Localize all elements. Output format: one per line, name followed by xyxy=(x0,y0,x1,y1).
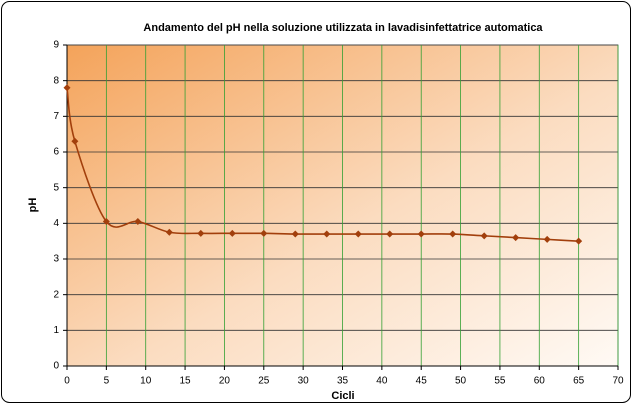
x-tick-label: 40 xyxy=(376,376,388,387)
data-point xyxy=(134,218,142,226)
data-point xyxy=(71,137,79,145)
data-point xyxy=(512,234,520,242)
data-point xyxy=(575,237,583,245)
y-tick-label: 9 xyxy=(53,40,59,51)
x-tick-label: 60 xyxy=(534,376,546,387)
y-tick-label: 0 xyxy=(53,361,59,372)
data-point xyxy=(228,229,236,237)
y-tick-label: 1 xyxy=(53,325,59,336)
data-point xyxy=(165,228,173,236)
data-point xyxy=(480,232,488,240)
x-tick-label: 20 xyxy=(219,376,231,387)
x-tick-label: 15 xyxy=(180,376,192,387)
data-point xyxy=(386,230,394,238)
data-point xyxy=(417,230,425,238)
x-tick-label: 5 xyxy=(104,376,110,387)
x-tick-label: 0 xyxy=(64,376,70,387)
x-tick-label: 35 xyxy=(337,376,349,387)
x-tick-label: 70 xyxy=(612,376,624,387)
data-point xyxy=(291,230,299,238)
x-tick-label: 25 xyxy=(258,376,270,387)
y-axis-title: pH xyxy=(27,198,39,213)
data-point xyxy=(197,229,205,237)
x-tick-label: 55 xyxy=(494,376,506,387)
data-point xyxy=(323,230,331,238)
data-point xyxy=(354,230,362,238)
x-tick-label: 10 xyxy=(140,376,152,387)
x-tick-label: 65 xyxy=(573,376,585,387)
y-tick-label: 5 xyxy=(53,182,59,193)
x-axis-title: Cicli xyxy=(331,390,354,402)
data-point xyxy=(543,235,551,243)
y-tick-label: 7 xyxy=(53,111,59,122)
y-tick-label: 2 xyxy=(53,289,59,300)
x-tick-label: 30 xyxy=(298,376,310,387)
y-tick-label: 8 xyxy=(53,75,59,86)
data-point xyxy=(102,218,110,226)
x-tick-label: 50 xyxy=(455,376,467,387)
chart-title: Andamento del pH nella soluzione utilizz… xyxy=(143,22,543,34)
y-tick-label: 4 xyxy=(53,218,59,229)
data-point xyxy=(63,84,71,92)
y-tick-label: 6 xyxy=(53,147,59,158)
data-point xyxy=(449,230,457,238)
data-point xyxy=(260,229,268,237)
x-tick-label: 45 xyxy=(416,376,428,387)
y-tick-label: 3 xyxy=(53,254,59,265)
